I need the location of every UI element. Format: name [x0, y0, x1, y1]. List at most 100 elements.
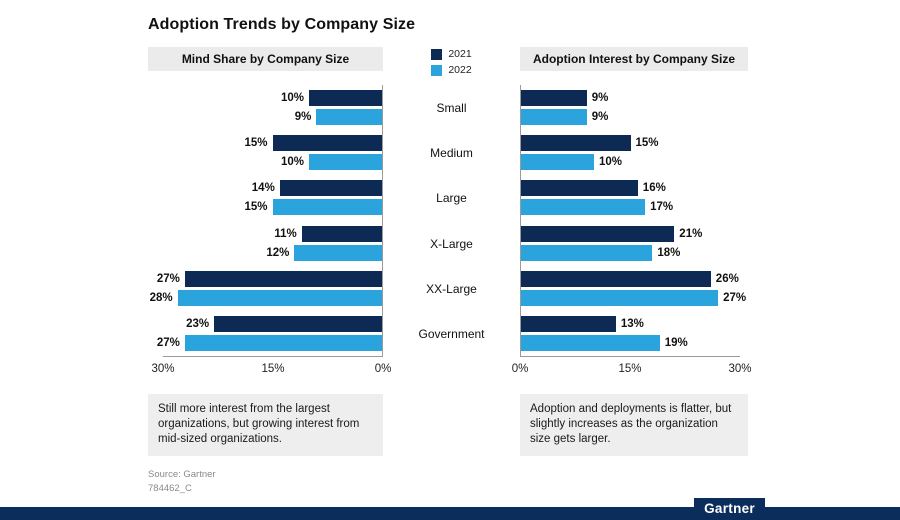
legend-label-2022: 2022 — [448, 64, 472, 76]
bar-value-label: 14% — [251, 182, 275, 195]
bar-group-xx-large: 27% 28% — [150, 266, 382, 311]
axis-tick: 30% — [151, 363, 175, 375]
bar-row-2021-xx-large: 27% — [157, 270, 382, 287]
bar-2022-medium — [309, 154, 382, 171]
bar-row-2022-government: 19% — [521, 334, 740, 351]
source-line: Source: Gartner — [148, 468, 216, 480]
bar-2022-government — [521, 334, 660, 351]
annotation-mind-share: Still more interest from the largest org… — [148, 394, 383, 456]
category-label-large: Large — [436, 191, 467, 206]
bar-2022-x-large — [294, 244, 382, 261]
bar-row-2021-small: 9% — [521, 90, 740, 107]
bar-2022-x-large — [521, 244, 653, 261]
bar-row-2022-x-large: 12% — [163, 244, 382, 261]
bar-value-label: 18% — [657, 246, 681, 259]
axis-tick: 15% — [618, 363, 642, 375]
bar-group-medium: 15% 10% — [163, 130, 382, 175]
category-label-x-large: X-Large — [430, 236, 473, 251]
bar-2022-medium — [521, 154, 594, 171]
bar-row-2021-x-large: 11% — [163, 225, 382, 242]
bar-2021-small — [521, 90, 587, 107]
source-id: 784462_C — [148, 483, 192, 495]
bar-row-2021-government: 23% — [163, 315, 382, 332]
bar-plot-mind-share: 10% 9% 15% 10% 14% 15% 11% 12% 27% 28% 23% 27% — [150, 85, 383, 357]
chart-title-adoption-interest: Adoption Interest by Company Size — [520, 47, 748, 71]
bar-row-2022-medium: 10% — [521, 154, 740, 171]
bar-row-2021-medium: 15% — [521, 135, 740, 152]
bar-2021-medium — [272, 135, 382, 152]
bar-2022-small — [316, 109, 382, 126]
bar-2021-large — [521, 180, 638, 197]
bar-value-label: 17% — [650, 201, 674, 214]
bar-value-label: 27% — [156, 272, 180, 285]
category-label-small: Small — [436, 100, 467, 115]
x-axis-mind-share: 30% 15% 0% — [151, 357, 391, 379]
left-header-zone: Mind Share by Company Size — [148, 47, 383, 85]
category-label-government: Government — [418, 327, 485, 342]
bar-value-label: 9% — [591, 111, 609, 124]
legend-item-2022: 2022 — [431, 64, 472, 76]
bar-value-label: 11% — [274, 227, 297, 240]
bar-plot-adoption-interest: 9% 9% 15% 10% 16% 17% 21% 18% 26% 27% 13% 19% — [520, 85, 746, 357]
bar-row-2022-xx-large: 28% — [150, 289, 382, 306]
legend-item-2021: 2021 — [431, 48, 472, 60]
bar-value-label: 19% — [664, 336, 688, 349]
bar-group-small: 9% 9% — [521, 85, 740, 130]
chart-panel-adoption-interest: Adoption Interest by Company Size 9% 9% 15… — [512, 47, 752, 456]
legend-label-2021: 2021 — [448, 48, 472, 60]
bar-value-label: 12% — [266, 246, 290, 259]
bar-value-label: 16% — [642, 182, 666, 195]
bar-row-2022-large: 15% — [163, 199, 382, 216]
bar-row-2021-large: 14% — [163, 180, 382, 197]
bar-2021-large — [279, 180, 382, 197]
bar-2022-xx-large — [521, 289, 719, 306]
bar-value-label: 10% — [598, 156, 623, 169]
bar-row-2021-x-large: 21% — [521, 225, 740, 242]
bar-2022-xx-large — [177, 289, 382, 306]
bar-row-2022-x-large: 18% — [521, 244, 740, 261]
bar-value-label: 27% — [156, 336, 180, 349]
annotation-adoption-interest: Adoption and deployments is flatter, but… — [520, 394, 748, 456]
category-label-medium: Medium — [430, 145, 473, 160]
bar-group-x-large: 11% 12% — [163, 221, 382, 266]
x-axis-adoption-interest: 0% 15% 30% — [512, 357, 752, 379]
axis-tick: 30% — [728, 363, 752, 375]
bar-2022-government — [184, 334, 382, 351]
bar-value-label: 28% — [149, 291, 173, 304]
bar-2021-xx-large — [184, 270, 382, 287]
bar-group-small: 10% 9% — [163, 85, 382, 130]
bar-group-medium: 15% 10% — [521, 130, 740, 175]
bar-group-large: 14% 15% — [163, 175, 382, 220]
bar-value-label: 15% — [244, 137, 268, 150]
bar-value-label: 9% — [294, 111, 312, 124]
bar-value-label: 10% — [280, 92, 305, 105]
bar-row-2022-small: 9% — [163, 109, 382, 126]
bar-row-2021-small: 10% — [163, 90, 382, 107]
center-column: 2021 2022 Small Medium Large X-Large XX-Large… — [383, 47, 520, 456]
bar-group-government: 23% 27% — [157, 311, 382, 356]
bar-group-government: 13% 19% — [521, 311, 740, 356]
bar-row-2022-government: 27% — [157, 334, 382, 351]
bar-row-2021-medium: 15% — [163, 135, 382, 152]
bar-2022-small — [521, 109, 587, 126]
bar-row-2021-large: 16% — [521, 180, 740, 197]
axis-tick: 15% — [261, 363, 285, 375]
bar-value-label: 21% — [679, 227, 703, 240]
legend-stack: 2021 2022 — [431, 48, 472, 85]
bar-2022-large — [272, 199, 382, 216]
bar-value-label: 10% — [280, 156, 305, 169]
gartner-logo: Gartner — [694, 498, 765, 520]
charts-row: Mind Share by Company Size 10% 9% 15% 10% 14… — [148, 47, 900, 456]
category-labels: Small Medium Large X-Large XX-Large Governmen… — [383, 85, 520, 357]
bar-row-2022-xx-large: 27% — [521, 289, 746, 306]
right-header-zone: Adoption Interest by Company Size — [520, 47, 748, 85]
bar-group-large: 16% 17% — [521, 175, 740, 220]
chart-panel-mind-share: Mind Share by Company Size 10% 9% 15% 10% 14… — [148, 47, 391, 456]
bar-value-label: 23% — [186, 317, 210, 330]
bar-value-label: 27% — [723, 291, 747, 304]
content-area: Adoption Trends by Company Size Mind Sha… — [148, 16, 900, 495]
bar-value-label: 13% — [620, 317, 644, 330]
bar-row-2021-xx-large: 26% — [521, 270, 740, 287]
bar-row-2022-small: 9% — [521, 109, 740, 126]
